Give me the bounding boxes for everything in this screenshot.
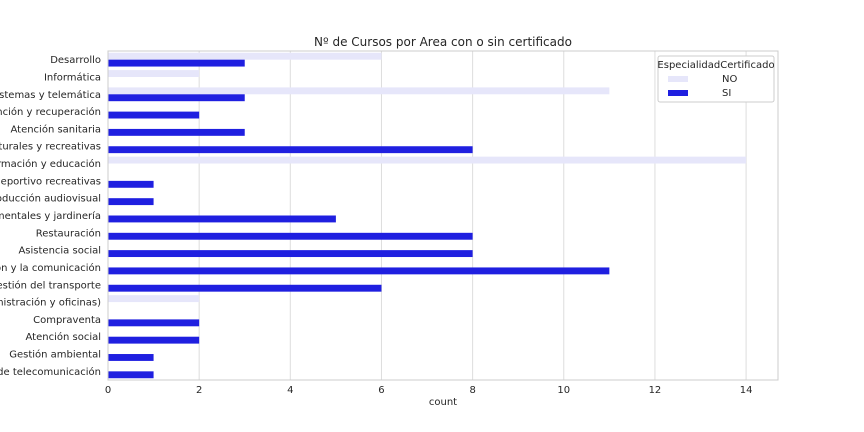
bars-group <box>108 52 747 379</box>
y-tick-label: Desarrollo <box>50 55 101 66</box>
bar-si <box>108 250 473 258</box>
bar-si <box>108 319 200 327</box>
bar-no <box>108 295 200 303</box>
bar-si <box>108 232 473 240</box>
bar-si <box>108 146 473 154</box>
y-tick-label: y gestión del transporte <box>0 279 101 291</box>
bar-si <box>108 111 200 119</box>
bar-si <box>108 198 154 206</box>
bar-si <box>108 267 610 275</box>
bar-si <box>108 336 200 344</box>
legend-label-si: SI <box>722 88 731 99</box>
x-tick-label: 12 <box>649 385 662 396</box>
bar-si <box>108 284 382 292</box>
y-tick-labels: Desarrollo Informática Sistemas y telemáti… <box>0 55 101 378</box>
bar-no <box>108 87 610 95</box>
x-tick-label: 0 <box>105 385 111 396</box>
y-tick-label: Producción audiovisual <box>0 193 101 205</box>
y-tick-label: Formación y educación <box>0 158 101 170</box>
legend: EspecialidadCertificado NO SI <box>657 55 775 103</box>
y-tick-label: Restauración <box>36 227 101 239</box>
bar-si <box>108 354 154 361</box>
y-tick-label: ción y la comunicación <box>0 262 101 274</box>
bar-no <box>108 52 382 60</box>
x-tick-label: 8 <box>469 385 475 396</box>
bar-no <box>108 156 747 164</box>
y-tick-label: o-deportivo recreativas <box>0 176 101 187</box>
y-tick-label: Atención sanitaria <box>10 123 101 135</box>
y-tick-label: ministración y oficinas) <box>0 297 101 309</box>
y-tick-label: Atención social <box>26 331 102 343</box>
y-tick-label: s de telecomunicación <box>0 366 101 378</box>
legend-swatch-no <box>668 76 688 82</box>
legend-label-no: NO <box>722 74 737 85</box>
x-tick-label: 6 <box>378 385 384 396</box>
y-tick-label: Asistencia social <box>18 246 101 257</box>
plot-area-frame <box>107 50 779 381</box>
bar-si <box>108 215 336 223</box>
y-tick-label: namentales y jardinería <box>0 210 101 222</box>
bar-no <box>108 70 200 77</box>
y-tick-label: Informática <box>44 71 101 83</box>
legend-swatch-si <box>668 90 688 96</box>
bar-si <box>108 94 245 102</box>
bar-si <box>108 128 245 136</box>
x-tick-labels: 0 2 4 6 8 10 12 14 <box>105 385 753 396</box>
x-tick-label: 4 <box>287 385 293 396</box>
x-tick-label: 2 <box>196 385 202 396</box>
chart-title: Nº de Cursos por Area con o sin certific… <box>314 35 572 49</box>
x-axis-label: count <box>429 397 457 408</box>
bar-si <box>108 371 154 379</box>
y-tick-label: vención y recuperación <box>0 106 101 118</box>
bar-si <box>108 180 154 188</box>
bar-si <box>108 59 245 67</box>
y-tick-label: Compraventa <box>33 315 101 326</box>
legend-title: EspecialidadCertificado <box>657 60 774 71</box>
x-tick-label: 10 <box>557 385 570 396</box>
y-tick-label: Sistemas y telemática <box>0 89 101 101</box>
y-tick-label: culturales y recreativas <box>0 142 101 153</box>
x-tick-label: 14 <box>740 385 753 396</box>
y-tick-label: Gestión ambiental <box>9 349 101 361</box>
